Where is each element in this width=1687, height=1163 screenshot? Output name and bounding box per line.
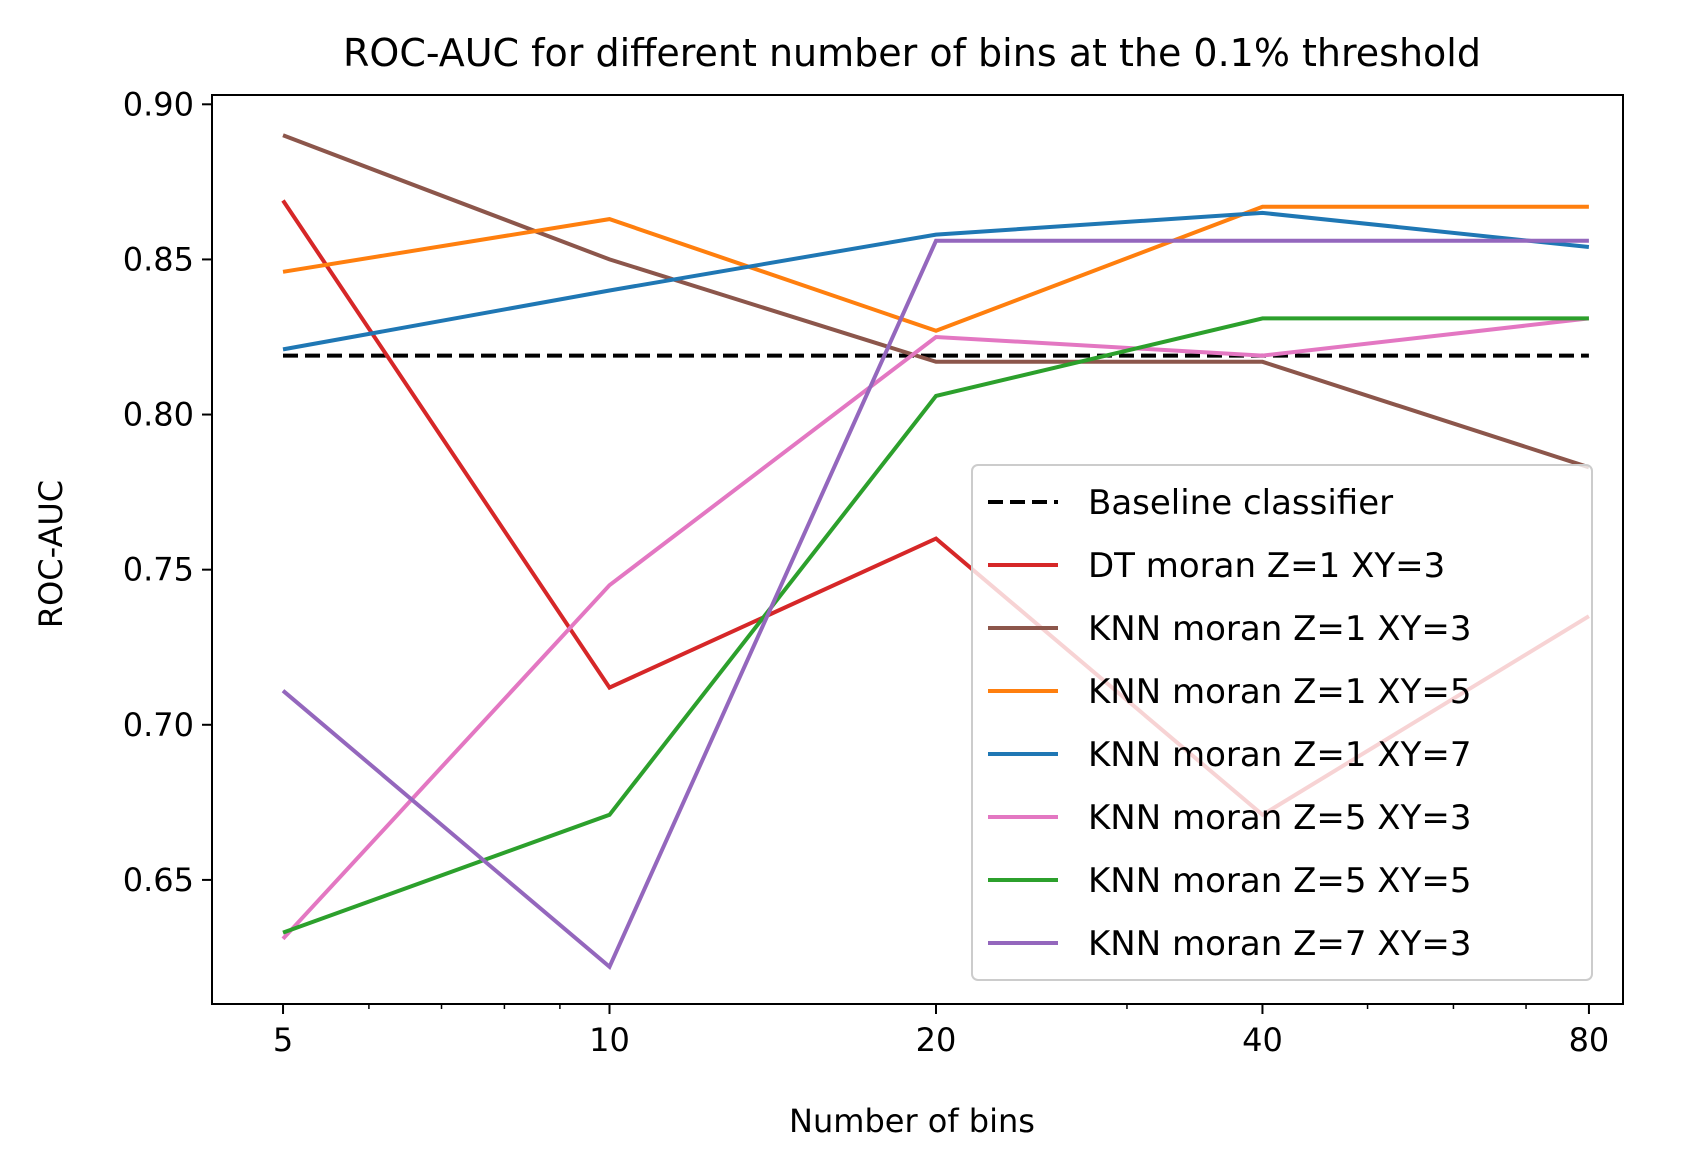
series-line [282, 316, 1589, 935]
chart-title: ROC-AUC for different number of bins at … [343, 31, 1481, 75]
y-tick-label: 0.80 [123, 396, 194, 434]
series-line [282, 210, 1590, 352]
legend-label: KNN moran Z=1 XY=5 [1088, 672, 1471, 712]
legend: Baseline classifier DT moran Z=1 XY=3 KNN … [971, 464, 1593, 981]
plot-area: 5 10 20 40 80 0.65 0.70 0.75 0.80 0.85 0.90 [123, 85, 1624, 1059]
y-tick-label: 0.90 [123, 85, 194, 123]
y-axis-label: ROC-AUC [32, 480, 70, 628]
x-tick-label: 20 [916, 1021, 957, 1059]
series-line [281, 238, 1589, 971]
legend-label: KNN moran Z=1 XY=7 [1088, 735, 1471, 775]
legend-box [971, 464, 1593, 981]
y-tick-label: 0.75 [123, 551, 194, 589]
y-tick-label: 0.65 [123, 861, 194, 899]
series-line [282, 204, 1589, 333]
legend-label: DT moran Z=1 XY=3 [1088, 546, 1445, 586]
legend-label: KNN moran Z=5 XY=5 [1088, 861, 1471, 901]
x-axis-label: Number of bins [789, 1102, 1035, 1140]
legend-label: Baseline classifier [1088, 483, 1393, 523]
legend-label: KNN moran Z=7 XY=3 [1088, 924, 1471, 964]
x-tick-label: 80 [1569, 1021, 1610, 1059]
plot-frame [211, 94, 1624, 1005]
x-tick-label: 40 [1242, 1021, 1283, 1059]
y-tick-label: 0.70 [123, 706, 194, 744]
x-tick-label: 5 [273, 1021, 293, 1059]
series-line [282, 133, 1590, 470]
y-tick-label: 0.85 [123, 240, 194, 278]
legend-label: KNN moran Z=1 XY=3 [1088, 609, 1471, 649]
legend-label: KNN moran Z=5 XY=3 [1088, 798, 1471, 838]
x-tick-label: 10 [589, 1021, 630, 1059]
series-line [281, 316, 1590, 941]
